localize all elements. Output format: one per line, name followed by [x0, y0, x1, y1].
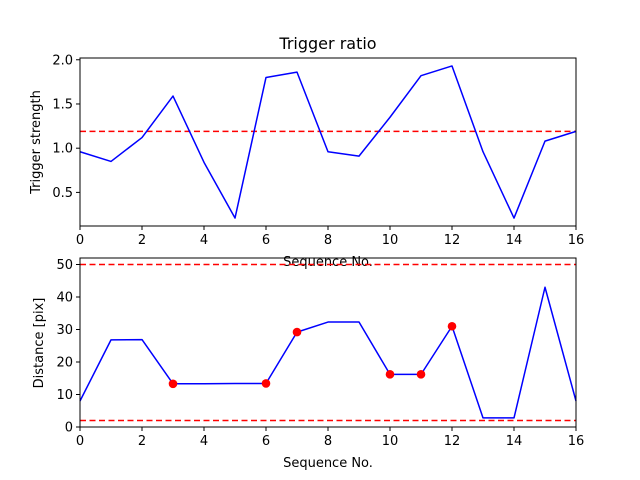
bottom-y-tick-label: 20	[56, 356, 73, 371]
top-chart-title: Trigger ratio	[278, 34, 376, 53]
bottom-x-tick-label: 16	[568, 434, 585, 449]
bottom-reference-lines	[80, 263, 576, 422]
top-y-axis-label: Trigger strength	[29, 90, 44, 195]
bottom-chart: 0 2 4 6 8 10 12 14 16 0 10 20 30 40 50 Sequence No. D…	[32, 257, 584, 471]
top-x-tick-label: 2	[138, 233, 146, 248]
top-y-ticks: 0.5 1.0 1.5 2.0	[52, 53, 80, 201]
top-x-tick-label: 14	[506, 233, 523, 248]
bottom-x-tick-label: 4	[200, 434, 208, 449]
top-x-ticks: 0 2 4 6 8 10 12 14 16	[76, 226, 584, 248]
top-x-tick-label: 12	[444, 233, 461, 248]
bottom-marker-point	[416, 370, 426, 379]
bottom-series	[79, 286, 577, 419]
top-y-tick-label: 0.5	[52, 186, 73, 201]
top-y-tick-label: 1.0	[52, 142, 73, 157]
bottom-series-line-0	[79, 286, 577, 419]
bottom-x-axis-label: Sequence No.	[283, 456, 373, 471]
top-y-tick-label: 2.0	[52, 53, 73, 68]
top-x-tick-label: 6	[262, 233, 270, 248]
bottom-markers	[168, 321, 457, 389]
bottom-y-tick-label: 0	[65, 421, 73, 436]
bottom-y-tick-label: 10	[56, 388, 73, 403]
bottom-marker-point	[447, 321, 457, 331]
bottom-x-tick-label: 2	[138, 434, 146, 449]
top-x-tick-label: 8	[324, 233, 332, 248]
bottom-y-axis-label: Distance [pix]	[32, 298, 47, 389]
top-series	[79, 65, 577, 219]
top-x-axis-label: Sequence No.	[283, 255, 373, 270]
bottom-x-tick-label: 6	[262, 434, 270, 449]
bottom-x-tick-label: 0	[76, 434, 84, 449]
top-x-tick-label: 4	[200, 233, 208, 248]
bottom-marker-point	[168, 379, 178, 389]
bottom-y-tick-label: 40	[56, 291, 73, 306]
bottom-marker-point	[385, 370, 395, 379]
top-series-line-0	[79, 65, 577, 219]
bottom-x-tick-label: 10	[382, 434, 399, 449]
bottom-x-tick-label: 8	[324, 434, 332, 449]
top-x-tick-label: 10	[382, 233, 399, 248]
top-chart: Trigger ratio 0 2 4 6 8 10 12 14 16 0.5 1.0 1.5 2.0…	[29, 34, 584, 270]
bottom-y-ticks: 0 10 20 30 40 50	[56, 258, 80, 436]
bottom-y-tick-label: 30	[56, 323, 73, 338]
bottom-y-tick-label: 50	[56, 258, 73, 273]
top-x-tick-label: 16	[568, 233, 585, 248]
bottom-x-tick-label: 14	[506, 434, 523, 449]
bottom-marker-point	[292, 327, 302, 337]
top-y-tick-label: 1.5	[52, 97, 73, 112]
bottom-x-ticks: 0 2 4 6 8 10 12 14 16	[76, 427, 584, 449]
bottom-marker-point	[261, 379, 271, 388]
top-x-tick-label: 0	[76, 233, 84, 248]
bottom-x-tick-label: 12	[444, 434, 461, 449]
